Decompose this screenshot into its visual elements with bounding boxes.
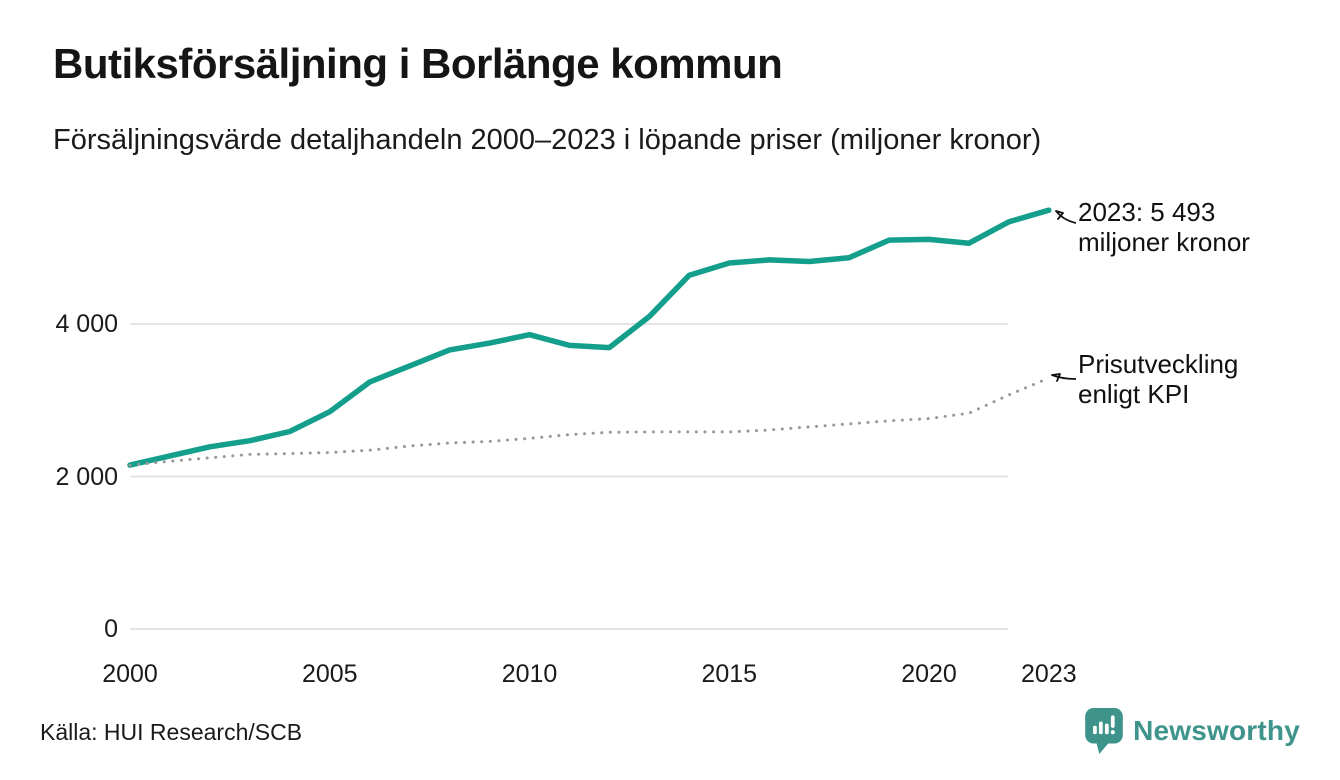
kpi-dotted-line — [128, 376, 1051, 467]
x-tick-2000: 2000 — [102, 660, 158, 688]
annotation-arrow-kpi-head — [1051, 373, 1061, 382]
newsworthy-wordmark: Newsworthy — [1133, 715, 1300, 746]
y-tick-2000: 2 000 — [55, 462, 118, 491]
x-tick-2005: 2005 — [301, 660, 358, 688]
sales-line — [127, 207, 1052, 468]
y-tick-4000: 4 000 — [55, 310, 118, 338]
newsworthy-bubble-icon — [1085, 708, 1123, 754]
annotation-latest-value: 2023: 5 493 miljoner kronor — [1078, 197, 1250, 257]
annotation-latest-line1: 2023: 5 493 — [1078, 197, 1216, 227]
annotation-arrow-kpi — [1051, 374, 1077, 380]
newsworthy-logo: Newsworthy — [1085, 708, 1300, 754]
chart-subtitle: Försäljningsvärde detaljhandeln 2000–202… — [53, 124, 1042, 156]
source-note: Källa: HUI Research/SCB — [40, 719, 303, 745]
chart-title: Butiksförsäljning i Borlänge kommun — [53, 40, 783, 87]
x-tick-2020: 2020 — [901, 660, 957, 688]
y-tick-0: 0 — [104, 615, 118, 643]
x-tick-2015: 2015 — [701, 660, 758, 688]
annotation-arrow-latest — [1055, 210, 1077, 224]
x-tick-2023: 2023 — [1021, 660, 1077, 688]
annotation-latest-line2: miljoner kronor — [1078, 227, 1250, 257]
annotation-kpi-label: Prisutveckling enligt KPI — [1078, 349, 1238, 409]
annotation-kpi-line1: Prisutveckling — [1078, 349, 1239, 379]
x-tick-2010: 2010 — [501, 660, 558, 688]
annotation-kpi-line2: enligt KPI — [1078, 379, 1190, 409]
annotation-arrow-latest-head — [1055, 210, 1064, 220]
